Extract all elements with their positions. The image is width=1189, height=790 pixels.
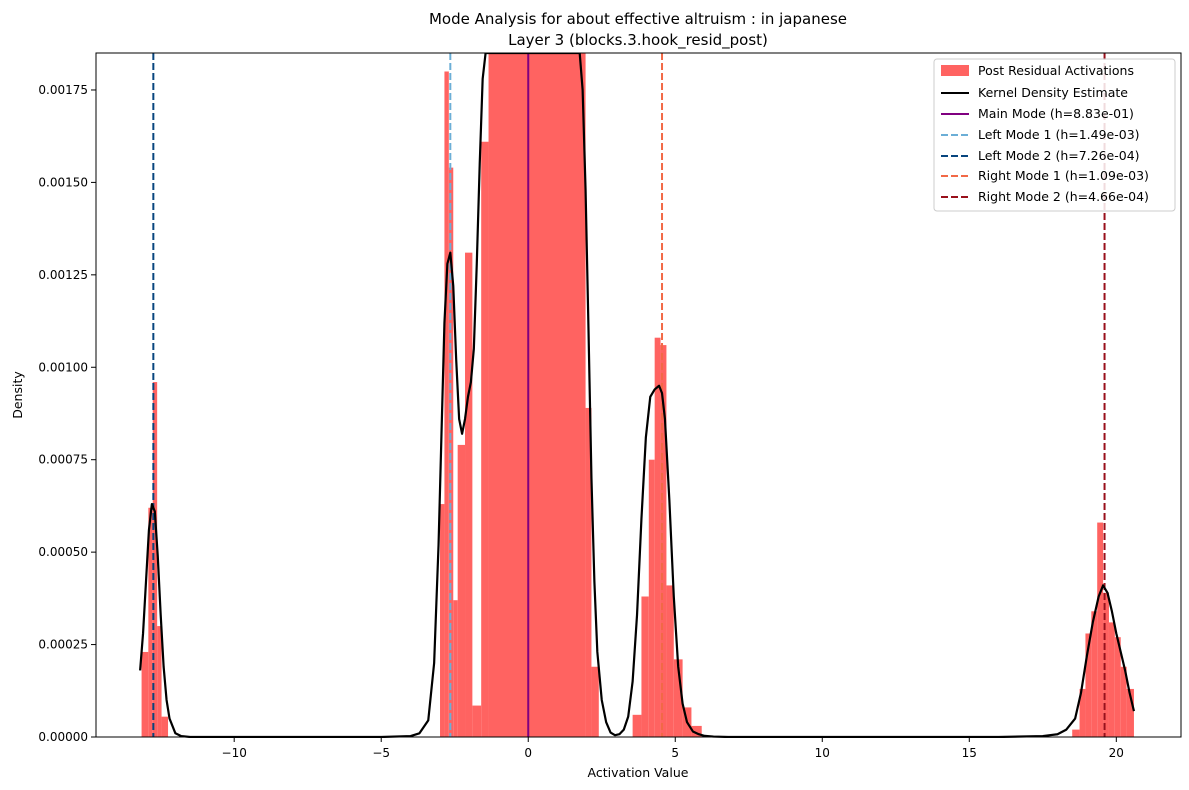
histogram-bar-8 bbox=[453, 600, 458, 737]
y-tick-label-4: 0.00100 bbox=[38, 360, 88, 374]
x-tick-label-4: 10 bbox=[815, 746, 830, 760]
legend-label-histogram: Post Residual Activations bbox=[978, 63, 1134, 78]
histogram-bar-0 bbox=[141, 651, 149, 737]
histogram-bar-32 bbox=[1114, 637, 1121, 737]
histogram-bar-14 bbox=[585, 407, 592, 737]
y-tick-label-1: 0.00025 bbox=[38, 638, 88, 652]
histogram-bar-33 bbox=[1120, 666, 1127, 737]
x-tick-label-6: 20 bbox=[1109, 746, 1124, 760]
y-tick-label-3: 0.00075 bbox=[38, 453, 88, 467]
histogram-bar-24 bbox=[691, 725, 702, 737]
y-tick-label-2: 0.00050 bbox=[38, 545, 88, 559]
histogram-bar-16 bbox=[632, 714, 642, 737]
legend: Post Residual Activations Kernel Density… bbox=[933, 58, 1176, 212]
histogram-bar-12 bbox=[481, 141, 489, 738]
x-tick-label-3: 5 bbox=[671, 746, 679, 760]
y-axis-label: Density bbox=[10, 371, 25, 419]
legend-label-main-mode: Main Mode (h=8.83e-01) bbox=[978, 106, 1134, 121]
histogram-bar-5 bbox=[440, 504, 445, 737]
histogram-bar-19 bbox=[654, 337, 661, 737]
histogram-bar-15 bbox=[591, 666, 599, 737]
histogram-bar-11 bbox=[472, 705, 482, 737]
histogram-bar-31 bbox=[1108, 622, 1115, 737]
histogram-bar-9 bbox=[457, 444, 466, 737]
histogram-bar-29 bbox=[1097, 522, 1104, 737]
histogram-bar-3 bbox=[157, 626, 162, 737]
legend-label-right-mode-2: Right Mode 2 (h=4.66e-04) bbox=[978, 189, 1149, 204]
histogram-bar-27 bbox=[1085, 633, 1092, 737]
legend-swatch-histogram bbox=[941, 65, 969, 76]
histogram-bar-20 bbox=[660, 345, 667, 737]
histogram-bar-13 bbox=[488, 53, 586, 737]
y-tick-label-7: 0.00175 bbox=[38, 83, 88, 97]
histogram-bar-21 bbox=[666, 585, 674, 737]
y-tick-label-6: 0.00150 bbox=[38, 175, 88, 189]
y-axis-ticks: 0.00000 0.00025 0.00050 0.00075 0.00100 0.001… bbox=[38, 83, 96, 744]
histogram-bar-30 bbox=[1103, 592, 1109, 737]
histogram-bar-7 bbox=[448, 167, 454, 737]
x-tick-label-0: −10 bbox=[222, 746, 247, 760]
histogram-bar-2 bbox=[152, 382, 158, 737]
histogram-bar-4 bbox=[161, 716, 169, 737]
y-tick-label-0: 0.00000 bbox=[38, 730, 88, 744]
histogram-bar-22 bbox=[673, 659, 683, 737]
x-axis-label: Activation Value bbox=[588, 765, 689, 780]
chart-title: Mode Analysis for about effective altrui… bbox=[429, 10, 847, 28]
chart-subtitle: Layer 3 (blocks.3.hook_resid_post) bbox=[508, 31, 768, 50]
legend-label-left-mode-1: Left Mode 1 (h=1.49e-03) bbox=[978, 127, 1140, 142]
x-tick-label-2: 0 bbox=[524, 746, 532, 760]
mode-lines bbox=[152, 53, 1106, 737]
histogram-bar-10 bbox=[465, 252, 473, 737]
legend-label-left-mode-2: Left Mode 2 (h=7.26e-04) bbox=[978, 148, 1140, 163]
histogram-bar-25 bbox=[1072, 729, 1080, 737]
histogram-bar-6 bbox=[444, 71, 449, 738]
histogram-bar-34 bbox=[1126, 688, 1134, 737]
histogram-bar-28 bbox=[1091, 611, 1098, 737]
x-axis-ticks: −10 −5 0 5 10 15 20 bbox=[222, 737, 1124, 760]
legend-label-right-mode-1: Right Mode 1 (h=1.09e-03) bbox=[978, 168, 1149, 183]
x-tick-label-1: −5 bbox=[372, 746, 390, 760]
plot-frame bbox=[95, 52, 1182, 738]
histogram-bars bbox=[141, 53, 1134, 738]
histogram-bar-26 bbox=[1079, 688, 1086, 737]
legend-box bbox=[933, 58, 1176, 212]
legend-label-kde: Kernel Density Estimate bbox=[978, 85, 1128, 100]
histogram-bar-18 bbox=[648, 459, 655, 737]
histogram-bar-1 bbox=[148, 507, 153, 737]
x-tick-label-5: 15 bbox=[962, 746, 977, 760]
histogram-bar-17 bbox=[641, 596, 649, 737]
y-tick-label-5: 0.00125 bbox=[38, 268, 88, 282]
